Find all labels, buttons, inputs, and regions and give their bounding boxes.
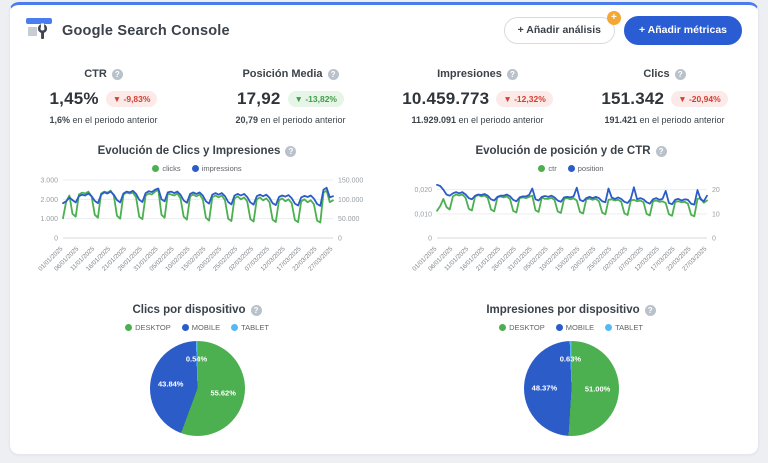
kpi-label: CTR? — [84, 68, 123, 80]
pie-chart: 55.62% 43.84% 0.54% — [149, 341, 245, 436]
legend-dot — [152, 165, 160, 172]
help-icon[interactable]: ? — [674, 68, 686, 80]
add-analysis-badge: + — [606, 11, 621, 26]
legend-item-impressions[interactable]: impressions — [191, 164, 242, 173]
legend-dot — [231, 324, 239, 331]
kpi-previous-period: 20,79 en el periodo anterior — [235, 115, 346, 125]
legend-dot — [555, 324, 563, 331]
legend-dot — [191, 165, 199, 172]
kpi-row: CTR? 1,45% ▼ -9,83% 1,6% en el periodo a… — [10, 64, 758, 125]
legend-dot — [538, 165, 546, 172]
pie-title: Clics por dispositivo? — [132, 304, 262, 316]
pie-impresiones-dispositivo: Impresiones por dispositivo? DESKTOP MOB… — [384, 300, 758, 436]
kpi-value: 10.459.773 — [402, 89, 490, 108]
search-console-logo-icon — [26, 16, 52, 45]
legend-item-mobile[interactable]: MOBILE — [555, 323, 594, 332]
kpi-label: Impresiones? — [437, 68, 518, 80]
kpi-previous-period: 191.421 en el periodo anterior — [604, 115, 725, 125]
svg-text:150.000: 150.000 — [338, 178, 363, 185]
pie-slice-label: 55.62% — [210, 388, 236, 398]
pie-legend: DESKTOP MOBILE TABLET — [10, 323, 384, 332]
chart-legend: clicks impressions — [14, 164, 380, 173]
pie-clics-dispositivo: Clics por dispositivo? DESKTOP MOBILE TA… — [10, 300, 384, 436]
line-chart-plot[interactable]: 00,0100,0200102001/01/202506/01/202511/0… — [388, 174, 754, 286]
svg-text:0: 0 — [428, 236, 432, 243]
svg-text:0: 0 — [54, 236, 58, 243]
legend-dot — [567, 165, 575, 172]
chart-clicks-impressions: Evolución de Clics y Impresiones? clicks… — [10, 141, 384, 286]
svg-text:10: 10 — [712, 211, 720, 218]
kpi-delta-badge: ▼ -12,32% — [496, 91, 553, 107]
dashboard-card: Google Search Console + Añadir análisis … — [9, 2, 759, 455]
pie-legend: DESKTOP MOBILE TABLET — [384, 323, 758, 332]
help-icon[interactable]: ? — [327, 68, 339, 80]
help-icon[interactable]: ? — [506, 68, 518, 80]
pie-slice-label: 0.54% — [185, 354, 208, 364]
help-icon[interactable]: ? — [655, 145, 667, 157]
svg-text:100.000: 100.000 — [338, 197, 363, 204]
kpi-ctr: CTR? 1,45% ▼ -9,83% 1,6% en el periodo a… — [10, 64, 197, 125]
legend-item-mobile[interactable]: MOBILE — [181, 323, 220, 332]
chart-legend: ctr position — [388, 164, 754, 173]
kpi-value: 1,45% — [49, 89, 99, 108]
kpi-delta-badge: ▼ -20,94% — [671, 91, 728, 107]
legend-item-ctr[interactable]: ctr — [538, 164, 557, 173]
svg-text:3.000: 3.000 — [40, 178, 58, 185]
svg-text:20: 20 — [712, 187, 720, 194]
legend-dot — [605, 324, 613, 331]
svg-text:50.000: 50.000 — [338, 216, 360, 223]
page-title: Google Search Console — [62, 22, 230, 39]
legend-item-tablet[interactable]: TABLET — [231, 323, 269, 332]
help-icon[interactable]: ? — [250, 304, 262, 316]
kpi-value: 151.342 — [601, 89, 665, 108]
svg-text:1.000: 1.000 — [40, 216, 58, 223]
kpi-delta-badge: ▼ -13,82% — [287, 91, 344, 107]
kpi-previous-period: 11.929.091 en el periodo anterior — [411, 115, 544, 125]
line-chart-plot[interactable]: 01.0002.0003.000050.000100.000150.00001/… — [14, 174, 380, 286]
svg-text:0: 0 — [338, 236, 342, 243]
help-icon[interactable]: ? — [285, 145, 297, 157]
pie-slice-label: 43.84% — [158, 379, 184, 389]
legend-dot — [125, 324, 133, 331]
legend-dot — [499, 324, 507, 331]
svg-text:2.000: 2.000 — [40, 197, 58, 204]
kpi-clics: Clics? 151.342 ▼ -20,94% 191.421 en el p… — [571, 64, 758, 125]
pie-slice-label: 48.37% — [531, 383, 558, 393]
pie-graphic[interactable] — [523, 341, 619, 436]
pie-slice-label: 0.63% — [559, 354, 582, 364]
legend-dot — [181, 324, 189, 331]
kpi-impresiones: Impresiones? 10.459.773 ▼ -12,32% 11.929… — [384, 64, 571, 125]
chart-title: Evolución de posición y de CTR? — [475, 145, 667, 157]
pie-graphic[interactable] — [149, 341, 245, 436]
kpi-previous-period: 1,6% en el periodo anterior — [49, 115, 158, 125]
header: Google Search Console + Añadir análisis … — [10, 5, 758, 51]
legend-item-desktop[interactable]: DESKTOP — [499, 323, 545, 332]
kpi-delta-badge: ▼ -9,83% — [105, 91, 158, 107]
legend-item-clicks[interactable]: clicks — [152, 164, 181, 173]
pie-charts-row: Clics por dispositivo? DESKTOP MOBILE TA… — [10, 300, 758, 436]
kpi-value: 17,92 — [237, 89, 281, 108]
chart-position-ctr: Evolución de posición y de CTR? ctr posi… — [384, 141, 758, 286]
svg-text:0: 0 — [712, 236, 716, 243]
header-actions: + Añadir análisis + + Añadir métricas — [503, 11, 742, 45]
svg-text:0,010: 0,010 — [414, 211, 432, 218]
pie-slice-label: 51.00% — [584, 384, 611, 394]
kpi-label: Clics? — [643, 68, 686, 80]
help-icon[interactable]: ? — [111, 68, 123, 80]
pie-chart: 51.00% 48.37% 0.63% — [523, 341, 619, 436]
line-charts-row: Evolución de Clics y Impresiones? clicks… — [10, 141, 758, 286]
kpi-posicion-media: Posición Media? 17,92 ▼ -13,82% 20,79 en… — [197, 64, 384, 125]
pie-title: Impresiones por dispositivo? — [486, 304, 656, 316]
kpi-label: Posición Media? — [242, 68, 339, 80]
legend-item-desktop[interactable]: DESKTOP — [125, 323, 171, 332]
add-analysis-button[interactable]: + Añadir análisis + — [503, 11, 621, 44]
legend-item-tablet[interactable]: TABLET — [605, 323, 643, 332]
help-icon[interactable]: ? — [644, 304, 656, 316]
add-metrics-button[interactable]: + Añadir métricas — [623, 16, 742, 45]
legend-item-position[interactable]: position — [567, 164, 604, 173]
svg-text:0,020: 0,020 — [414, 187, 432, 194]
chart-title: Evolución de Clics y Impresiones? — [98, 145, 297, 157]
